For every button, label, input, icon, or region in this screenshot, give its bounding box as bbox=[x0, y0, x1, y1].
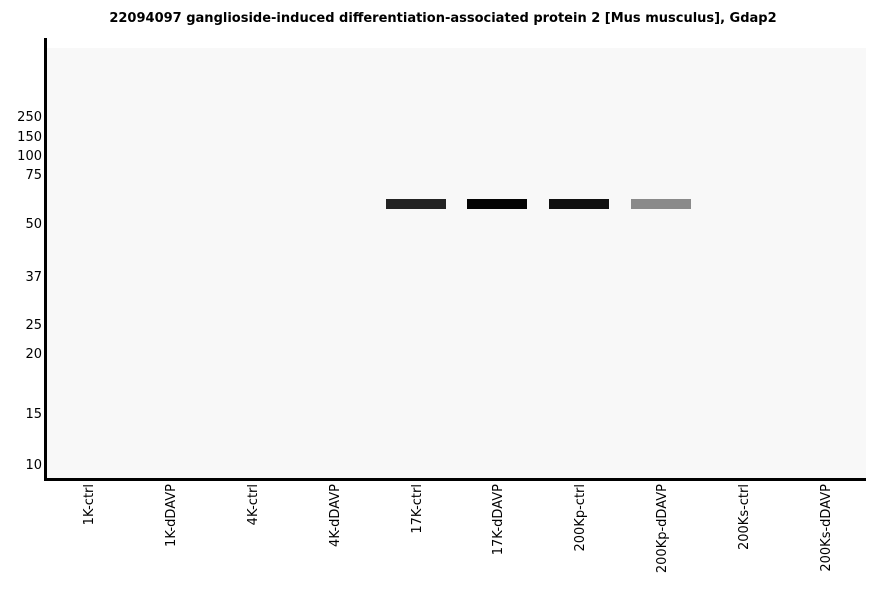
lane-label: 200Kp-ctrl bbox=[573, 484, 589, 552]
mw-tick-label: 75 bbox=[25, 168, 42, 183]
lane-label: 4K-dDAVP bbox=[327, 484, 343, 547]
protein-band bbox=[467, 199, 528, 209]
protein-band bbox=[549, 199, 610, 209]
lane-label: 1K-dDAVP bbox=[163, 484, 179, 547]
lane-label: 200Kp-dDAVP bbox=[655, 484, 671, 574]
mw-tick-label: 100 bbox=[17, 149, 42, 164]
lane-label: 1K-ctrl bbox=[81, 484, 97, 526]
lane-label: 17K-ctrl bbox=[409, 484, 425, 534]
protein-band bbox=[631, 199, 692, 209]
mw-tick-label: 250 bbox=[17, 110, 42, 125]
mw-tick-label: 37 bbox=[25, 270, 42, 285]
y-axis-line bbox=[44, 38, 47, 481]
mw-tick-label: 50 bbox=[25, 217, 42, 232]
protein-band bbox=[385, 199, 446, 209]
lane-label: 4K-ctrl bbox=[245, 484, 261, 526]
lane-label: 17K-dDAVP bbox=[491, 484, 507, 556]
mw-tick-label: 150 bbox=[17, 130, 42, 145]
mw-tick-label: 25 bbox=[25, 318, 42, 333]
chart-title: 22094097 ganglioside-induced differentia… bbox=[109, 11, 777, 26]
lane-label: 200Ks-dDAVP bbox=[819, 484, 835, 572]
lane-label: 200Ks-ctrl bbox=[737, 484, 753, 551]
mw-tick-label: 10 bbox=[25, 458, 42, 473]
x-axis-line bbox=[44, 478, 866, 481]
mw-tick-label: 20 bbox=[25, 347, 42, 362]
plot-area bbox=[47, 48, 866, 478]
mw-tick-label: 15 bbox=[25, 407, 42, 422]
